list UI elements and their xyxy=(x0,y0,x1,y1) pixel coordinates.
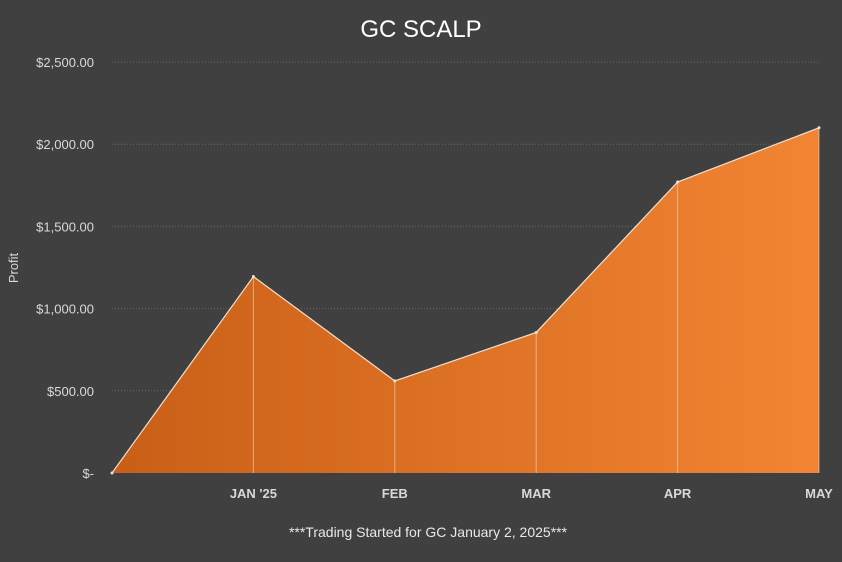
y-tick-label: $- xyxy=(82,466,94,481)
data-point-1 xyxy=(251,275,255,279)
x-tick-label: APR xyxy=(664,486,692,501)
data-point-3 xyxy=(534,330,538,334)
y-axis-label: Profit xyxy=(6,252,21,283)
x-tick-label: FEB xyxy=(382,486,408,501)
data-point-4 xyxy=(676,180,680,184)
area-fill xyxy=(112,127,819,473)
chart-title: GC SCALP xyxy=(360,16,481,43)
x-tick-label: MAR xyxy=(521,486,551,501)
data-point-2 xyxy=(393,379,397,383)
y-tick-label: $1,000.00 xyxy=(36,302,94,317)
x-tick-label: MAY xyxy=(805,486,833,501)
chart-footnote: ***Trading Started for GC January 2, 202… xyxy=(289,524,568,540)
y-tick-label: $1,500.00 xyxy=(36,219,94,234)
y-tick-label: $2,500.00 xyxy=(36,55,94,70)
data-point-0 xyxy=(110,471,114,475)
data-point-5 xyxy=(817,126,821,130)
area-outline xyxy=(111,127,820,474)
y-tick-label: $2,000.00 xyxy=(36,137,94,152)
y-tick-label: $500.00 xyxy=(47,384,94,399)
x-tick-label: JAN '25 xyxy=(230,486,277,501)
